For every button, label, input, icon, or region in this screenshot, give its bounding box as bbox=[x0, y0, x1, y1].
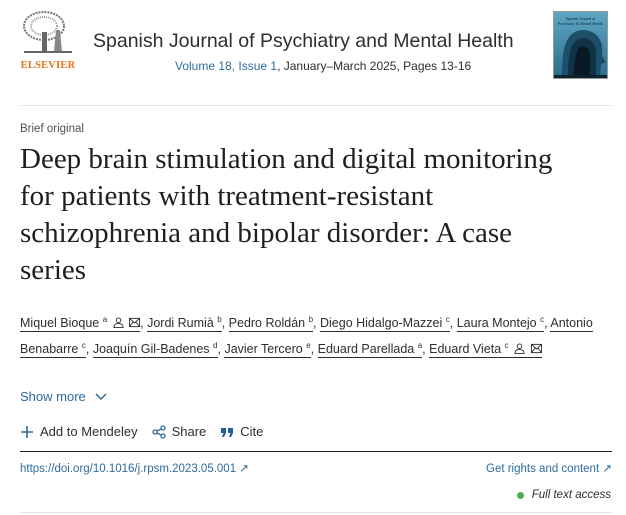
affiliation-marker: c bbox=[81, 340, 86, 350]
author-separator: , bbox=[544, 316, 551, 331]
author-link[interactable]: Eduard Parellada a bbox=[317, 340, 423, 358]
author-name: Diego Hidalgo-Mazzei bbox=[320, 316, 443, 331]
external-link-icon: ↗ bbox=[239, 463, 249, 475]
author-name: Miquel Bioque bbox=[20, 316, 100, 331]
affiliation-marker: c bbox=[445, 315, 450, 324]
author-separator: , bbox=[85, 341, 93, 356]
journal-title[interactable]: Spanish Journal of Psychiatry and Mental… bbox=[93, 30, 514, 52]
author-link[interactable]: Laura Montejo c bbox=[456, 315, 545, 333]
article-actions: Add to Mendeley Share Cite bbox=[20, 424, 263, 439]
journal-header: ELSEVIER Spanish Journal of Psychiatry a… bbox=[0, 0, 626, 106]
article-type-label: Brief original bbox=[20, 123, 84, 135]
author-name: Eduard Vieta bbox=[429, 341, 502, 356]
volume-issue-link[interactable]: Volume 18, Issue 1 bbox=[175, 59, 278, 73]
bottom-divider bbox=[20, 512, 612, 513]
author-name: Joaquín Gil-Badenes bbox=[92, 341, 210, 356]
cite-label: Cite bbox=[240, 424, 264, 439]
author-link[interactable]: Eduard Vieta c bbox=[429, 340, 542, 358]
author-separator: , bbox=[449, 316, 457, 331]
elsevier-tree-icon bbox=[20, 10, 76, 56]
issue-dates-pages: , January–March 2025, Pages 13-16 bbox=[277, 59, 472, 73]
author-name: Javier Tercero bbox=[224, 341, 303, 356]
quote-icon bbox=[221, 427, 234, 437]
access-status: Full text access bbox=[516, 489, 611, 501]
email-icon bbox=[530, 343, 542, 353]
show-more-label: Show more bbox=[20, 389, 86, 404]
affiliation-marker: a bbox=[417, 340, 423, 350]
author-name: Pedro Roldán bbox=[228, 316, 306, 331]
author-link[interactable]: Javier Tercero e bbox=[224, 340, 311, 358]
journal-cover-image[interactable]: Spanish Journal of Psychiatry & Mental H… bbox=[553, 11, 608, 79]
show-more-button[interactable]: Show more bbox=[20, 389, 107, 404]
affiliation-marker: d bbox=[213, 340, 218, 350]
author-link[interactable]: Pedro Roldán b bbox=[228, 315, 314, 333]
external-link-icon: ↗ bbox=[602, 463, 612, 475]
get-rights-link[interactable]: Get rights and content ↗ bbox=[486, 461, 612, 475]
plus-icon bbox=[21, 425, 33, 438]
affiliation-marker: e bbox=[306, 340, 311, 350]
author-link[interactable]: Antonio Benabarre c bbox=[20, 316, 593, 358]
author-link[interactable]: Joaquín Gil-Badenes d bbox=[92, 340, 218, 358]
person-icon bbox=[514, 343, 525, 354]
head-silhouette-icon bbox=[554, 30, 607, 78]
author-separator: , bbox=[140, 316, 148, 331]
mendeley-label: Add to Mendeley bbox=[40, 424, 138, 439]
author-separator: , bbox=[313, 316, 320, 331]
chevron-down-icon bbox=[95, 393, 107, 401]
elsevier-logo[interactable]: ELSEVIER bbox=[20, 10, 76, 72]
affiliation-marker: c bbox=[504, 340, 509, 350]
author-link[interactable]: Jordi Rumià b bbox=[147, 315, 222, 333]
actions-divider bbox=[20, 451, 612, 452]
affiliation-marker: a bbox=[102, 315, 108, 324]
share-label: Share bbox=[171, 424, 207, 439]
author-list: Miquel Bioque a , Jordi Rumià b, Pedro R… bbox=[20, 309, 620, 360]
author-separator: , bbox=[221, 316, 229, 331]
author-name: Laura Montejo bbox=[456, 316, 537, 331]
share-icon bbox=[151, 424, 166, 439]
author-separator: , bbox=[422, 341, 430, 356]
author-separator: , bbox=[217, 341, 225, 356]
affiliation-marker: b bbox=[308, 315, 314, 324]
author-separator: , bbox=[310, 341, 318, 356]
doi-link[interactable]: https://doi.org/10.1016/j.rpsm.2023.05.0… bbox=[20, 461, 249, 475]
share-button[interactable]: Share bbox=[151, 424, 207, 439]
access-dot-icon bbox=[516, 491, 524, 499]
author-name: Jordi Rumià bbox=[147, 316, 214, 331]
author-link[interactable]: Miquel Bioque a bbox=[20, 315, 141, 333]
affiliation-marker: b bbox=[217, 315, 222, 324]
author-name: Antonio Benabarre bbox=[20, 316, 593, 356]
author-name: Eduard Parellada bbox=[317, 341, 415, 356]
doi-text: https://doi.org/10.1016/j.rpsm.2023.05.0… bbox=[20, 463, 237, 475]
header-divider bbox=[20, 105, 612, 106]
author-link[interactable]: Diego Hidalgo-Mazzei c bbox=[320, 315, 450, 333]
person-icon bbox=[113, 317, 124, 329]
rights-text: Get rights and content bbox=[486, 463, 600, 475]
issue-info: Volume 18, Issue 1, January–March 2025, … bbox=[175, 59, 471, 73]
article-title: Deep brain stimulation and digital monit… bbox=[20, 143, 553, 286]
cite-button[interactable]: Cite bbox=[220, 424, 263, 439]
access-label: Full text access bbox=[531, 489, 611, 501]
add-to-mendeley-button[interactable]: Add to Mendeley bbox=[20, 424, 138, 439]
email-icon bbox=[129, 318, 141, 328]
affiliation-marker: c bbox=[540, 315, 545, 324]
